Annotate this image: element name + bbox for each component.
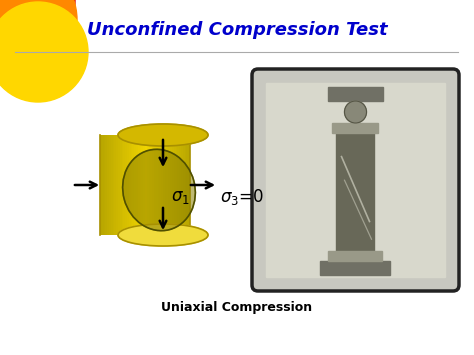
Bar (136, 135, 138, 235)
Bar (105, 135, 107, 235)
Bar (118, 135, 120, 235)
Bar (337, 133, 374, 251)
Bar (127, 135, 129, 235)
Bar (174, 135, 175, 235)
Bar (328, 251, 383, 261)
Bar (184, 135, 186, 235)
Bar (150, 135, 152, 235)
Bar (132, 135, 134, 235)
Bar (140, 135, 141, 235)
Bar (183, 135, 184, 235)
Bar (122, 135, 123, 235)
Bar (175, 135, 177, 235)
Ellipse shape (118, 224, 208, 246)
Circle shape (0, 0, 75, 75)
Bar (328, 87, 383, 101)
Bar (170, 135, 172, 235)
Bar (165, 135, 166, 235)
Text: Unconfined Compression Test: Unconfined Compression Test (87, 21, 387, 39)
Bar (111, 135, 113, 235)
Bar (154, 135, 156, 235)
Bar (168, 135, 170, 235)
Bar (141, 135, 143, 235)
Bar (156, 135, 157, 235)
Text: $\sigma_1$: $\sigma_1$ (171, 188, 190, 206)
Bar (102, 135, 104, 235)
Bar (157, 135, 159, 235)
Bar (138, 135, 140, 235)
Bar (179, 135, 181, 235)
Bar (332, 123, 379, 133)
Bar (107, 135, 109, 235)
Bar (186, 135, 188, 235)
Bar (145, 135, 147, 235)
Bar (131, 135, 132, 235)
Bar (104, 135, 105, 235)
Ellipse shape (123, 149, 195, 231)
Bar (166, 135, 168, 235)
Circle shape (0, 0, 77, 82)
Bar (109, 135, 111, 235)
Bar (116, 135, 118, 235)
Ellipse shape (118, 124, 208, 146)
Bar (120, 135, 122, 235)
Circle shape (345, 101, 366, 123)
Bar (181, 135, 183, 235)
Bar (161, 135, 163, 235)
Bar (134, 135, 136, 235)
Bar (143, 135, 145, 235)
Bar (149, 135, 150, 235)
FancyBboxPatch shape (252, 69, 459, 291)
Bar (152, 135, 154, 235)
Circle shape (0, 2, 88, 102)
Bar (188, 135, 190, 235)
Bar (100, 135, 102, 235)
Bar (114, 135, 116, 235)
Bar (147, 135, 149, 235)
Text: Uniaxial Compression: Uniaxial Compression (162, 301, 312, 315)
Bar (159, 135, 161, 235)
Bar (320, 261, 391, 275)
Bar (163, 135, 165, 235)
Bar (113, 135, 114, 235)
Bar (172, 135, 174, 235)
Bar (266, 83, 445, 277)
Bar (123, 135, 125, 235)
Bar (125, 135, 127, 235)
Bar (177, 135, 179, 235)
Text: $\sigma_3$=0: $\sigma_3$=0 (220, 187, 264, 207)
Bar (129, 135, 131, 235)
